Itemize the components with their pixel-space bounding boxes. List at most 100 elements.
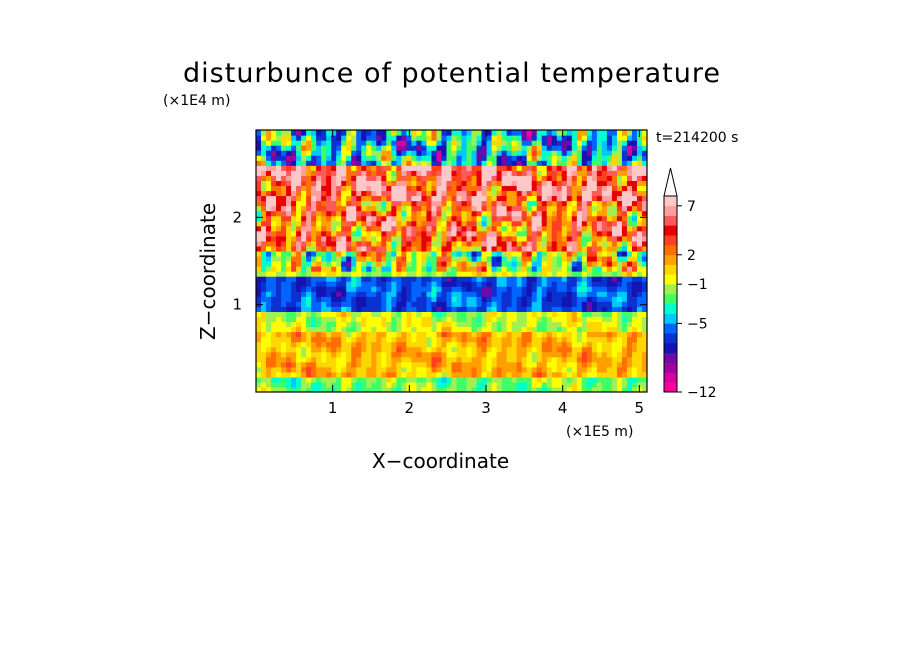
contour-cell	[361, 276, 367, 282]
contour-cell	[281, 230, 287, 237]
contour-cell	[461, 140, 468, 146]
contour-cell	[541, 240, 548, 247]
contour-cell	[631, 296, 638, 302]
contour-cell	[551, 150, 558, 156]
contour-cell	[416, 316, 423, 323]
contour-cell	[401, 130, 407, 136]
contour-cell	[521, 286, 528, 292]
contour-cell	[551, 311, 558, 318]
contour-cell	[316, 155, 322, 161]
contour-cell	[531, 160, 538, 166]
contour-cell	[286, 371, 292, 378]
contour-cell	[501, 376, 508, 383]
contour-cell	[421, 366, 428, 373]
contour-cell	[286, 316, 292, 323]
contour-cell	[506, 276, 513, 282]
contour-cell	[621, 170, 628, 176]
contour-cell	[331, 230, 337, 237]
contour-cell	[606, 331, 613, 338]
contour-cell	[491, 190, 498, 197]
contour-cell	[456, 210, 463, 217]
contour-cell	[326, 381, 332, 388]
contour-cell	[286, 195, 292, 202]
contour-cell	[416, 281, 423, 287]
contour-cell	[611, 326, 618, 333]
contour-cell	[456, 220, 463, 227]
contour-cell	[306, 296, 312, 302]
contour-cell	[476, 381, 483, 388]
contour-cell	[521, 185, 528, 192]
contour-cell	[291, 130, 297, 136]
contour-cell	[466, 190, 473, 197]
contour-cell	[356, 386, 362, 392]
contour-cell	[506, 250, 513, 257]
contour-cell	[476, 276, 483, 282]
colorbar-swatch	[664, 235, 677, 246]
contour-cell	[536, 165, 543, 171]
contour-cell	[501, 271, 508, 277]
contour-cell	[486, 366, 493, 373]
contour-cell	[461, 311, 468, 318]
contour-cell	[386, 286, 392, 292]
contour-cell	[551, 220, 558, 227]
contour-cell	[586, 311, 593, 318]
contour-cell	[386, 175, 392, 181]
contour-cell	[286, 255, 292, 262]
contour-cell	[431, 225, 438, 232]
contour-cell	[406, 220, 412, 227]
contour-cell	[601, 381, 608, 388]
contour-cell	[301, 306, 307, 312]
contour-cell	[286, 286, 292, 292]
contour-cell	[641, 140, 647, 146]
contour-cell	[446, 150, 453, 156]
contour-cell	[511, 321, 518, 328]
contour-cell	[276, 230, 282, 237]
contour-cell	[316, 195, 322, 202]
contour-cell	[531, 271, 538, 277]
contour-cell	[566, 286, 573, 292]
contour-cell	[421, 135, 428, 141]
contour-cell	[621, 185, 628, 192]
contour-cell	[306, 311, 312, 318]
contour-cell	[581, 346, 588, 353]
contour-cell	[576, 240, 583, 247]
contour-cell	[321, 200, 327, 207]
contour-cell	[366, 276, 372, 282]
contour-cell	[601, 175, 608, 181]
contour-cell	[286, 240, 292, 247]
contour-cell	[286, 175, 292, 181]
contour-cell	[386, 316, 392, 323]
contour-cell	[621, 175, 628, 181]
contour-cell	[531, 261, 538, 267]
contour-cell	[411, 266, 418, 272]
contour-cell	[426, 250, 433, 257]
contour-cell	[481, 356, 488, 363]
contour-cell	[291, 381, 297, 388]
contour-cell	[401, 321, 407, 328]
contour-cell	[266, 150, 272, 156]
contour-cell	[386, 341, 392, 348]
contour-cell	[456, 250, 463, 257]
contour-cell	[401, 286, 407, 292]
contour-cell	[366, 301, 372, 307]
contour-cell	[346, 346, 352, 353]
contour-cell	[326, 386, 332, 392]
contour-cell	[491, 331, 498, 338]
contour-cell	[571, 371, 578, 378]
contour-cell	[511, 175, 518, 181]
contour-cell	[571, 361, 578, 368]
contour-cell	[346, 180, 352, 187]
contour-cell	[536, 170, 543, 176]
contour-cell	[336, 346, 342, 353]
contour-cell	[466, 306, 473, 312]
contour-cell	[566, 225, 573, 232]
contour-cell	[456, 185, 463, 192]
contour-cell	[641, 170, 647, 176]
contour-cell	[601, 240, 608, 247]
contour-cell	[386, 215, 392, 222]
contour-cell	[266, 266, 272, 272]
contour-cell	[321, 245, 327, 252]
contour-cell	[606, 311, 613, 318]
contour-cell	[341, 130, 347, 136]
contour-cell	[481, 331, 488, 338]
